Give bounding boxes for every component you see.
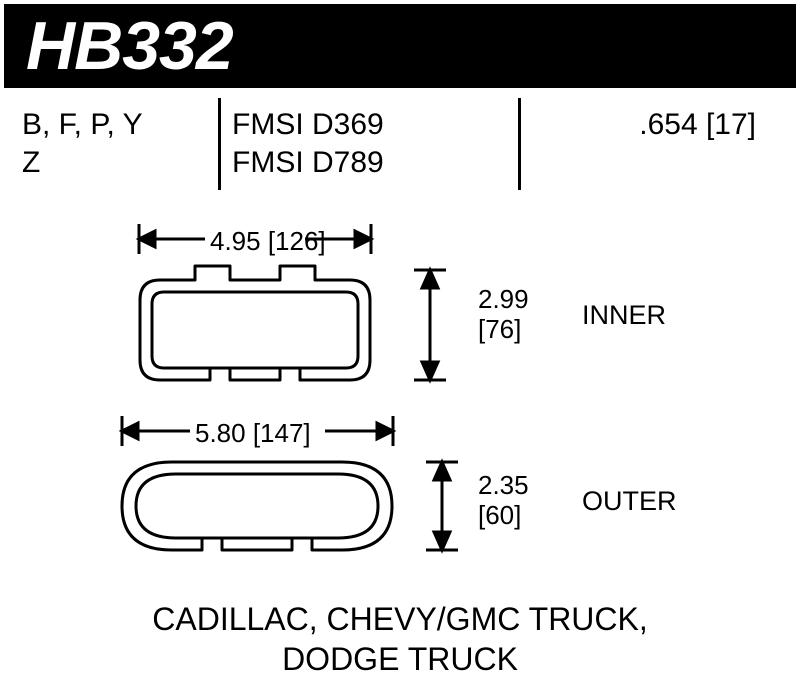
part-number-title: HB332 [26,7,233,85]
outer-height-label2: [60] [478,500,521,531]
compound-codes: B, F, P, Y Z [4,106,214,181]
fmsi-line1: FMSI D369 [232,106,496,144]
footer-line2: DODGE TRUCK [0,640,800,678]
inner-height-label1: 2.99 [478,284,529,315]
inner-width-arrow [115,218,395,265]
fmsi-codes: FMSI D369 FMSI D789 [214,106,514,181]
inner-pad-shape [130,260,380,395]
footer-line1: CADILLAC, CHEVY/GMC TRUCK, [0,600,800,638]
thickness-spec: .654 [17] [514,106,796,144]
thickness-value: .654 [17] [532,106,756,144]
outer-pad-shape [112,452,402,567]
outer-height-label1: 2.35 [478,470,529,501]
diagram-area: 4.95 [126] [0,218,800,598]
outer-width-arrow [100,410,415,457]
codes-line2: Z [22,144,196,182]
fmsi-line2: FMSI D789 [232,144,496,182]
codes-line1: B, F, P, Y [22,106,196,144]
inner-height-label2: [76] [478,314,521,345]
outer-height-arrow [412,454,472,563]
inner-name-label: INNER [582,300,666,331]
outer-name-label: OUTER [582,486,677,517]
title-bar: HB332 [4,4,796,88]
inner-height-arrow [400,260,460,395]
spec-row: B, F, P, Y Z FMSI D369 FMSI D789 .654 [1… [4,106,796,181]
page: HB332 B, F, P, Y Z FMSI D369 FMSI D789 .… [0,0,800,691]
